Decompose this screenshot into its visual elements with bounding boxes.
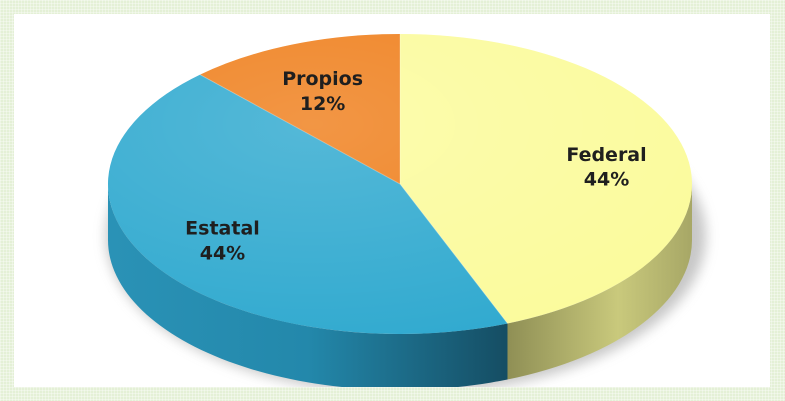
pie-chart: Federal 44%Estatal 44%Propios 12% xyxy=(106,34,706,387)
pie-highlight xyxy=(108,34,692,334)
slice-name-estatal: Estatal xyxy=(185,218,260,240)
slice-name-federal: Federal xyxy=(566,144,646,166)
pie-side-estatal xyxy=(108,184,508,387)
pie-side-federal xyxy=(507,184,692,380)
slice-label-propios: Propios 12% xyxy=(282,68,363,115)
pie-labels: Federal 44%Estatal 44%Propios 12% xyxy=(185,68,646,264)
pie-sides xyxy=(108,184,692,387)
slice-value-propios: 12% xyxy=(300,93,345,115)
slice-name-propios: Propios xyxy=(282,68,363,90)
slice-value-federal: 44% xyxy=(584,169,629,191)
chart-frame: Federal 44% Estatal 44% Propios 12% xyxy=(14,14,770,387)
slice-label-estatal: Estatal 44% xyxy=(185,218,260,265)
slice-label-federal: Federal 44% xyxy=(566,144,646,191)
slice-value-estatal: 44% xyxy=(200,242,245,264)
